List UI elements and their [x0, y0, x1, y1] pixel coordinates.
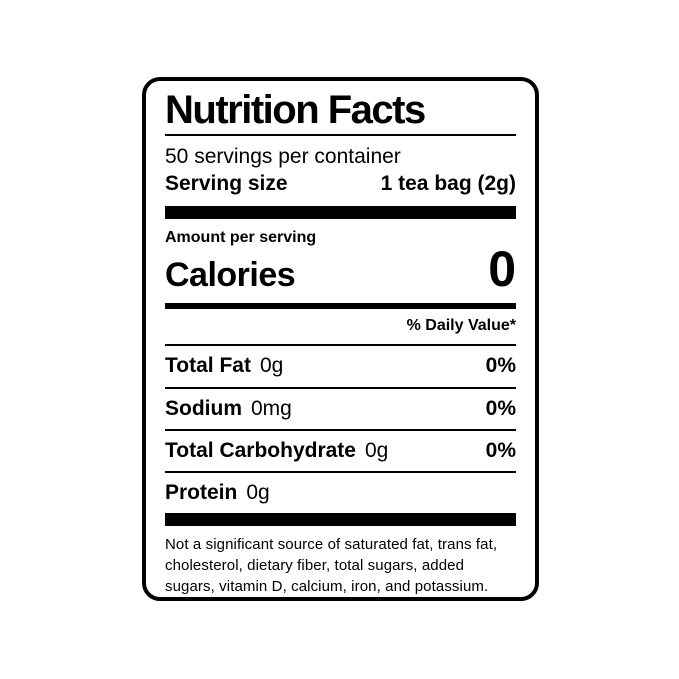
calories-value: 0	[488, 240, 516, 297]
serving-size-label: Serving size	[165, 172, 288, 196]
title-divider	[165, 134, 516, 136]
thick-divider-bottom	[165, 513, 516, 527]
nutrition-facts-title: Nutrition Facts	[165, 88, 426, 132]
amount-per-serving-label: Amount per serving	[165, 228, 317, 246]
nutrient-name: Sodium	[165, 396, 242, 420]
nutrient-daily-value: 0%	[485, 438, 516, 462]
nutrition-facts-label: Nutrition Facts 50 servings per containe…	[142, 77, 539, 601]
medium-divider	[165, 303, 516, 310]
serving-size-value: 1 tea bag (2g)	[380, 172, 516, 196]
nutrient-amount: 0g	[246, 481, 270, 505]
nutrient-daily-value: 0%	[485, 396, 516, 420]
nutrient-name: Total Fat	[165, 354, 251, 378]
nutrient-daily-value: 0%	[485, 354, 516, 378]
nutrient-left: Sodium 0mg	[165, 395, 292, 422]
thick-divider-top	[165, 205, 516, 219]
calories-label: Calories	[165, 255, 296, 294]
nutrient-left: Total Fat 0g	[165, 352, 283, 379]
serving-size-row: Serving size 1 tea bag (2g)	[165, 170, 516, 197]
nutrient-left: Total Carbohydrate 0g	[165, 437, 388, 464]
nutrient-amount: 0mg	[251, 396, 292, 420]
nutrient-row-total-fat: Total Fat 0g 0%	[165, 344, 516, 386]
nutrient-row-protein: Protein 0g	[165, 471, 516, 513]
nutrient-row-total-carbohydrate: Total Carbohydrate 0g 0%	[165, 428, 516, 471]
nutrient-name: Total Carbohydrate	[165, 438, 356, 462]
nutrient-amount: 0g	[259, 354, 284, 378]
nutrient-left: Protein 0g	[165, 479, 270, 506]
nutrient-name: Protein	[165, 481, 238, 505]
nutrient-amount: 0g	[364, 438, 389, 462]
daily-value-header: % Daily Value*	[406, 317, 516, 335]
servings-per-container: 50 servings per container	[165, 145, 401, 168]
footnote: Not a significant source of saturated fa…	[165, 536, 498, 595]
calories-row: Calories 0	[165, 240, 516, 297]
nutrient-row-sodium: Sodium 0mg 0%	[165, 386, 516, 429]
